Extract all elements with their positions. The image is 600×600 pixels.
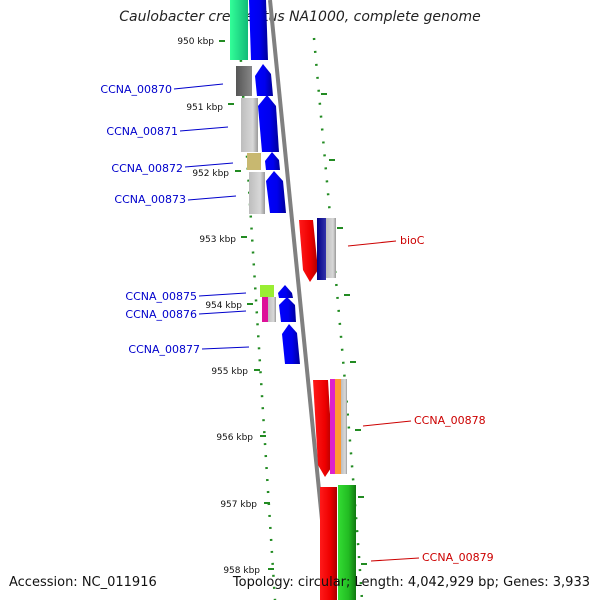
gene-label-ccna-00870[interactable]: CCNA_00870	[100, 83, 172, 96]
tick-956: 956 kbp	[216, 433, 266, 443]
feature-khaki-872	[247, 153, 261, 170]
tick-label-955: 955 kbp	[211, 367, 248, 377]
feature-magenta-876	[262, 297, 268, 322]
tick-955: 955 kbp	[211, 367, 260, 377]
gene-label-ccna-00873[interactable]: CCNA_00873	[114, 193, 186, 206]
tick-954: 954 kbp	[205, 301, 253, 311]
tick-953: 953 kbp	[199, 235, 247, 245]
right-leader-lines	[347, 240, 420, 562]
tick-label-958: 958 kbp	[223, 566, 260, 576]
gene-label-ccna-00878[interactable]: CCNA_00878	[414, 414, 486, 427]
gene-arrow-blue-876	[279, 297, 296, 322]
gene-arrow-blue-875	[278, 285, 293, 298]
feature-green-879	[338, 485, 356, 600]
tick-label-952: 952 kbp	[192, 169, 229, 179]
gene-arrow-blue-870	[255, 64, 273, 96]
tick-label-954: 954 kbp	[205, 301, 242, 311]
gene-arrow-blue-873	[266, 171, 286, 213]
accession-text: Accession: NC_011916	[9, 575, 157, 590]
feature-navy-bioC	[317, 218, 326, 280]
tick-957: 957 kbp	[220, 500, 270, 510]
tick-950: 950 kbp	[177, 37, 225, 47]
gene-arrow-blue-871	[258, 95, 279, 152]
tick-label-951: 951 kbp	[186, 103, 223, 113]
feature-grey-878	[341, 379, 347, 474]
left-leader-lines	[173, 83, 250, 350]
gene-arrow-red-bioC	[299, 220, 318, 282]
outer-ruler-dashes	[321, 93, 367, 565]
feature-grey-871	[241, 98, 258, 152]
map-title: Caulobacter crescentus NA1000, complete …	[119, 9, 481, 25]
feature-grey-876	[268, 297, 276, 322]
gene-label-ccna-00871[interactable]: CCNA_00871	[106, 125, 178, 138]
feature-grey-873	[249, 172, 265, 214]
gene-label-ccna-00876[interactable]: CCNA_00876	[125, 308, 197, 321]
tick-952: 952 kbp	[192, 169, 241, 179]
feature-dark-grey	[236, 66, 252, 96]
genome-summary-text: Topology: circular; Length: 4,042,929 bp…	[232, 575, 590, 590]
tick-label-957: 957 kbp	[220, 500, 257, 510]
tick-951: 951 kbp	[186, 103, 234, 113]
tick-label-950: 950 kbp	[177, 37, 214, 47]
tick-958: 958 kbp	[223, 566, 274, 576]
feature-lime-875	[260, 285, 274, 297]
feature-orange-878	[335, 379, 341, 474]
gene-arrow-red-878	[313, 380, 333, 477]
gene-label-ccna-00879[interactable]: CCNA_00879	[422, 551, 494, 564]
tick-label-956: 956 kbp	[216, 433, 253, 443]
gene-arrow-blue-top	[249, 0, 268, 60]
feature-red-879	[320, 487, 337, 600]
gene-label-ccna-00872[interactable]: CCNA_00872	[111, 162, 183, 175]
tick-label-953: 953 kbp	[199, 235, 236, 245]
gene-label-ccna-00875[interactable]: CCNA_00875	[125, 290, 197, 303]
feature-grey-bioC	[326, 218, 336, 278]
gene-arrow-blue-877	[282, 324, 300, 364]
gene-arrow-blue-872	[265, 152, 280, 170]
feature-teal	[230, 0, 248, 60]
gene-label-ccna-00877[interactable]: CCNA_00877	[128, 343, 200, 356]
feature-magenta-878	[330, 379, 335, 474]
gene-label-bioC[interactable]: bioC	[400, 234, 425, 247]
